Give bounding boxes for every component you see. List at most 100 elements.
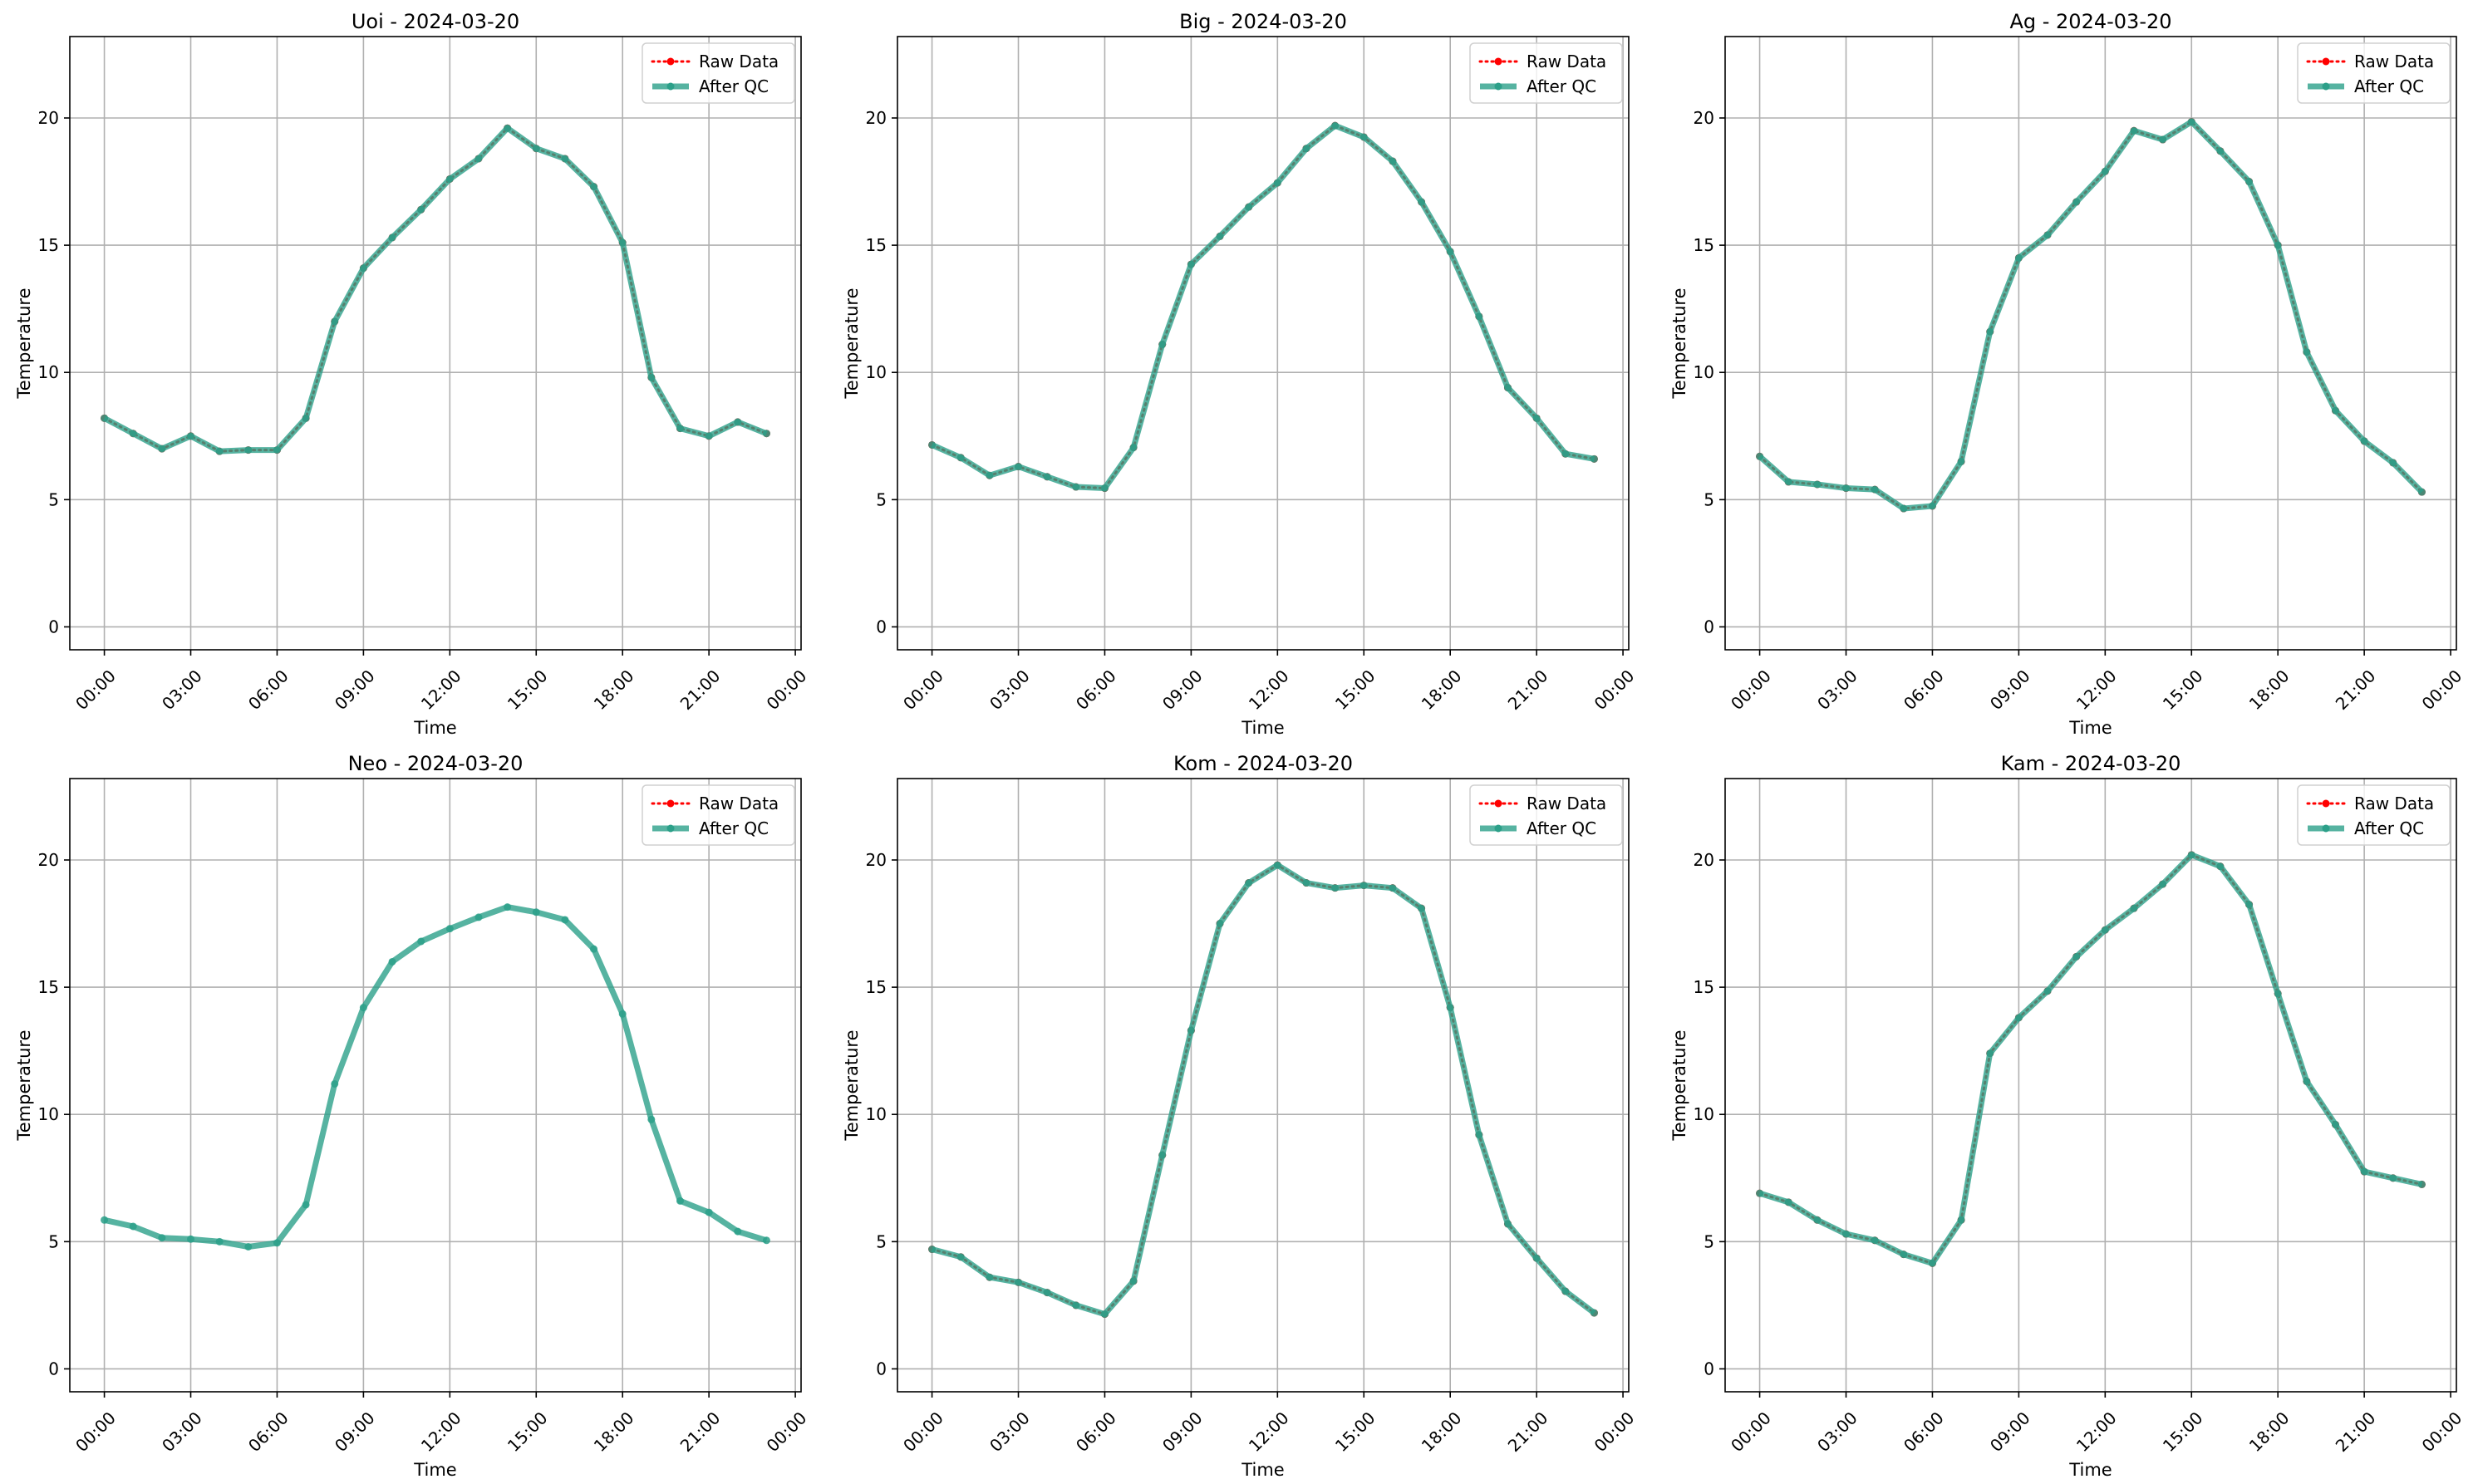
after-qc-point [2101,926,2109,934]
x-tick-label: 06:00 [1072,666,1120,714]
after-qc-point [1216,232,1224,240]
after-qc-point [2245,178,2254,186]
after-qc-point [1015,1278,1023,1286]
y-axis-label: Temperature [1669,1029,1689,1141]
after-qc-point [1331,884,1340,892]
x-tick-label: 00:00 [71,1408,120,1456]
after-qc-point [273,446,281,455]
after-qc-point [762,1236,770,1245]
x-axis-label: Time [2068,718,2112,738]
after-qc-point [1129,444,1138,452]
after-qc-point [1590,455,1598,463]
after-qc-point [561,916,569,924]
x-tick-label: 00:00 [1727,1408,1775,1456]
after-qc-line [1758,852,2423,1266]
legend-label-raw: Raw Data [1527,794,1606,813]
x-axis-label: Time [413,718,456,738]
y-tick-label: 10 [38,362,59,382]
legend: Raw Data After QC [642,784,795,846]
x-tick-label: 15:00 [504,666,552,714]
after-qc-point [1129,1277,1138,1285]
after-qc-point [474,155,483,163]
after-qc-point [1475,1131,1483,1139]
x-tick-label: 18:00 [590,1408,638,1456]
y-tick-label: 0 [48,1359,59,1378]
after-qc-point [1590,1309,1598,1317]
legend-label-raw: Raw Data [1527,52,1606,71]
y-tick-label: 15 [866,235,887,255]
x-tick-label: 00:00 [763,1408,811,1456]
after-qc-point [986,1273,994,1281]
legend-raw-marker [2322,799,2330,808]
after-qc-point [244,1242,253,1251]
x-tick-label: 03:00 [986,666,1034,714]
y-axis-label: Temperature [14,1029,34,1141]
raw-data-line [1758,120,2423,510]
axes-frame [897,36,1630,651]
x-tick-label: 12:00 [417,1408,465,1456]
after-qc-point [1187,260,1195,268]
after-qc-point [2360,437,2368,445]
after-qc-point [158,1234,166,1242]
axes-frame [897,778,1630,1393]
after-qc-point [1216,920,1224,928]
after-qc-point [215,1237,224,1246]
y-tick-label: 5 [876,489,887,509]
after-qc-point [1389,884,1397,892]
x-tick-label: 03:00 [1813,666,1861,714]
x-tick-label: 03:00 [158,1408,206,1456]
after-qc-point [956,1253,965,1261]
x-tick-label: 15:00 [1331,666,1379,714]
after-qc-point [2072,952,2081,961]
legend-qc-marker [1494,824,1502,833]
after-qc-point [2389,1174,2397,1182]
y-axis-label: Temperature [1669,287,1689,399]
after-qc-point [2245,901,2254,909]
after-qc-point [1158,341,1167,349]
after-qc-point [1928,1259,1936,1267]
axes-frame [69,36,802,651]
y-tick-label: 10 [38,1104,59,1124]
x-tick-label: 21:00 [1504,1408,1552,1456]
legend: Raw Data After QC [1469,784,1623,846]
after-qc-point [1871,1236,1879,1245]
after-qc-point [2130,126,2138,135]
axes-frame [1724,36,2457,651]
legend-label-raw: Raw Data [2354,794,2434,813]
after-qc-point [618,1010,627,1018]
x-tick-label: 18:00 [1418,666,1466,714]
after-qc-point [187,1235,195,1243]
y-tick-label: 0 [1704,1359,1714,1378]
after-qc-line [103,904,768,1250]
x-tick-label: 06:00 [244,666,293,714]
after-qc-point [2187,118,2195,126]
after-qc-point [101,414,109,422]
after-qc-line [931,862,1596,1318]
after-qc-point [2303,348,2311,356]
y-tick-label: 0 [876,1359,887,1378]
after-qc-point [1389,157,1397,165]
legend-label-raw: Raw Data [2354,52,2434,71]
after-qc-point [1331,121,1340,130]
after-qc-point [1072,483,1080,491]
after-qc-point [302,414,310,422]
after-qc-point [1532,1254,1541,1262]
x-axis-label: Time [1241,1460,1284,1480]
x-tick-label: 03:00 [158,666,206,714]
x-tick-label: 00:00 [71,666,120,714]
after-qc-point [2417,488,2426,496]
after-qc-point [1359,133,1368,141]
x-tick-label: 00:00 [899,1408,947,1456]
x-tick-label: 15:00 [2159,666,2207,714]
after-qc-point [388,233,396,242]
after-qc-point [388,957,396,966]
legend-raw-marker [1494,799,1502,808]
after-qc-point [734,418,742,426]
x-tick-label: 03:00 [986,1408,1034,1456]
legend-qc-marker [2322,82,2330,91]
after-qc-point [928,1246,937,1254]
x-tick-label: 21:00 [676,666,725,714]
y-tick-label: 15 [1694,235,1714,255]
after-qc-point [2130,904,2138,912]
